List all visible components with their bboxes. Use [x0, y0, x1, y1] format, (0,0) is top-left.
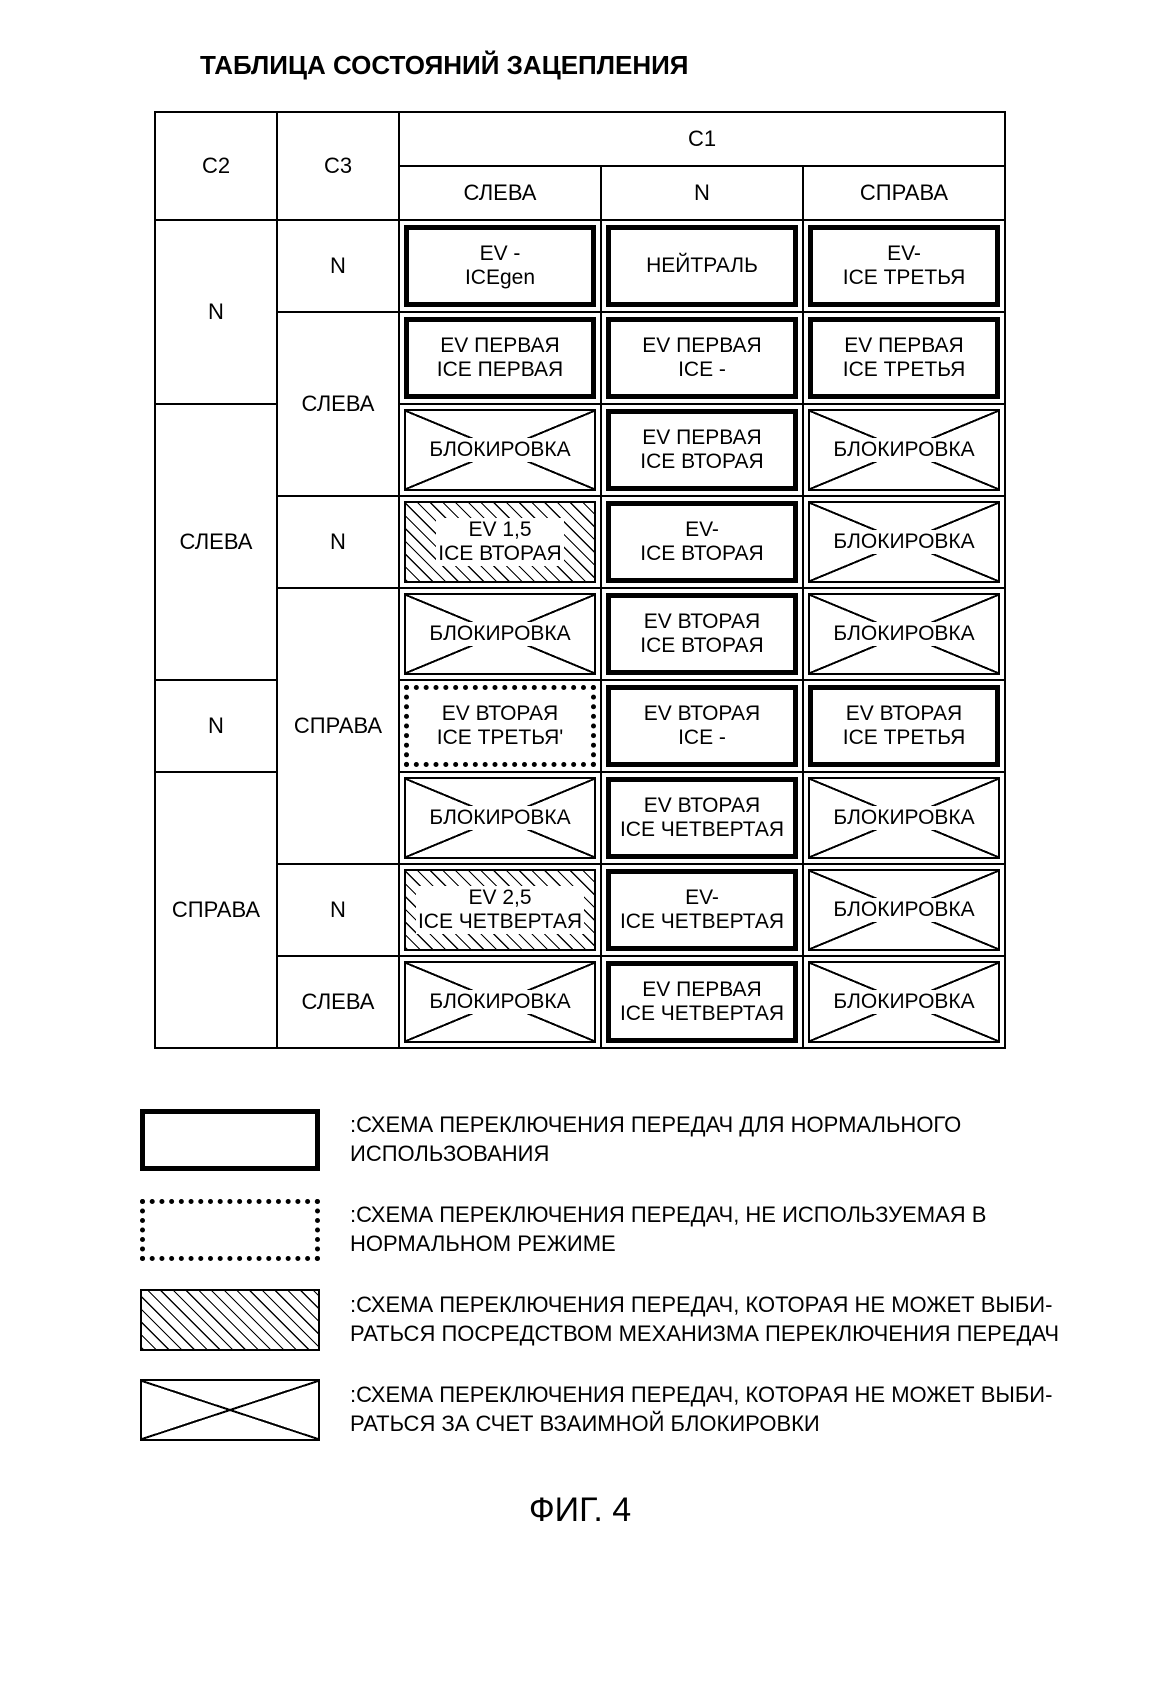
table-row: СЛЕВА БЛОКИРОВКА EV ПЕРВАЯICE ЧЕТВЕРТАЯ …	[155, 956, 1005, 1048]
cell: БЛОКИРОВКА	[399, 772, 601, 864]
legend-text: :СХЕМА ПЕРЕКЛЮЧЕНИЯ ПЕРЕДАЧ, КОТОРАЯ НЕ …	[350, 1381, 1052, 1438]
cell: EV ПЕРВАЯICE ВТОРАЯ	[601, 404, 803, 496]
cell: БЛОКИРОВКА	[803, 956, 1005, 1048]
c3-label: N	[277, 220, 399, 312]
header-right: СПРАВА	[803, 166, 1005, 220]
header-c1: C1	[399, 112, 1005, 166]
cell: EV ВТОРАЯICE ВТОРАЯ	[601, 588, 803, 680]
cell: НЕЙТРАЛЬ	[601, 220, 803, 312]
legend-text: :СХЕМА ПЕРЕКЛЮЧЕНИЯ ПЕРЕДАЧ, НЕ ИСПОЛЬЗУ…	[350, 1201, 1120, 1258]
header-n: N	[601, 166, 803, 220]
header-c2: C2	[155, 112, 277, 220]
cell: БЛОКИРОВКА	[803, 404, 1005, 496]
cell: EV ВТОРАЯICE -	[601, 680, 803, 772]
engagement-table: C2 C3 C1 СЛЕВА N СПРАВА N N EV -ICEgen Н…	[154, 111, 1006, 1049]
cell: БЛОКИРОВКА	[399, 404, 601, 496]
c3-label: N	[277, 496, 399, 588]
cell: БЛОКИРОВКА	[803, 496, 1005, 588]
c2-label: СПРАВА	[155, 772, 277, 1048]
cell: EV ВТОРАЯICE ЧЕТВЕРТАЯ	[601, 772, 803, 864]
legend-row: :СХЕМА ПЕРЕКЛЮЧЕНИЯ ПЕРЕДАЧ, КОТОРАЯ НЕ …	[140, 1379, 1120, 1441]
cell: EV-ICE ТРЕТЬЯ	[803, 220, 1005, 312]
table-row: N N EV -ICEgen НЕЙТРАЛЬ EV-ICE ТРЕТЬЯ	[155, 220, 1005, 312]
legend-swatch-cross	[140, 1379, 320, 1441]
cell: EV ПЕРВАЯICE ПЕРВАЯ	[399, 312, 601, 404]
table-row: N EV 2,5ICE ЧЕТВЕРТАЯ EV-ICE ЧЕТВЕРТАЯ Б…	[155, 864, 1005, 956]
legend-swatch-dotted	[140, 1199, 320, 1261]
cell: EV -ICEgen	[399, 220, 601, 312]
table-row: СЛЕВА EV ПЕРВАЯICE ПЕРВАЯ EV ПЕРВАЯICE -…	[155, 312, 1005, 404]
cell: EV-ICE ВТОРАЯ	[601, 496, 803, 588]
cell: EV 1,5ICE ВТОРАЯ	[399, 496, 601, 588]
legend-text: :СХЕМА ПЕРЕКЛЮЧЕНИЯ ПЕРЕДАЧ ДЛЯ НОРМАЛЬН…	[350, 1111, 1120, 1168]
cell: EV ПЕРВАЯICE ТРЕТЬЯ	[803, 312, 1005, 404]
c3-label: СЛЕВА	[277, 312, 399, 496]
cell: EV ПЕРВАЯICE -	[601, 312, 803, 404]
cell: БЛОКИРОВКА	[803, 864, 1005, 956]
cell: БЛОКИРОВКА	[399, 956, 601, 1048]
cell: БЛОКИРОВКА	[803, 588, 1005, 680]
legend-row: :СХЕМА ПЕРЕКЛЮЧЕНИЯ ПЕРЕДАЧ, НЕ ИСПОЛЬЗУ…	[140, 1199, 1120, 1261]
page-title: ТАБЛИЦА СОСТОЯНИЙ ЗАЦЕПЛЕНИЯ	[200, 50, 1120, 81]
c3-label: СПРАВА	[277, 588, 399, 864]
legend-row: :СХЕМА ПЕРЕКЛЮЧЕНИЯ ПЕРЕДАЧ ДЛЯ НОРМАЛЬН…	[140, 1109, 1120, 1171]
c2-label: СЛЕВА	[155, 404, 277, 680]
legend-swatch-hatch	[140, 1289, 320, 1351]
header-c3: C3	[277, 112, 399, 220]
legend: :СХЕМА ПЕРЕКЛЮЧЕНИЯ ПЕРЕДАЧ ДЛЯ НОРМАЛЬН…	[140, 1109, 1120, 1441]
c3-label: N	[277, 864, 399, 956]
legend-swatch-solid	[140, 1109, 320, 1171]
cell: БЛОКИРОВКА	[399, 588, 601, 680]
c3-label: СЛЕВА	[277, 956, 399, 1048]
header-left: СЛЕВА	[399, 166, 601, 220]
c2-label: N	[155, 220, 277, 404]
figure-label: ФИГ. 4	[40, 1491, 1120, 1530]
legend-text: :СХЕМА ПЕРЕКЛЮЧЕНИЯ ПЕРЕДАЧ, КОТОРАЯ НЕ …	[350, 1291, 1059, 1348]
c2-label: N	[155, 680, 277, 772]
cell: БЛОКИРОВКА	[803, 772, 1005, 864]
cell: EV ВТОРАЯICE ТРЕТЬЯ'	[399, 680, 601, 772]
cell: EV ПЕРВАЯICE ЧЕТВЕРТАЯ	[601, 956, 803, 1048]
cell: EV 2,5ICE ЧЕТВЕРТАЯ	[399, 864, 601, 956]
table-row: СПРАВА БЛОКИРОВКА EV ВТОРАЯICE ВТОРАЯ БЛ…	[155, 588, 1005, 680]
cell: EV ВТОРАЯICE ТРЕТЬЯ	[803, 680, 1005, 772]
cell: EV-ICE ЧЕТВЕРТАЯ	[601, 864, 803, 956]
engagement-table-wrap: C2 C3 C1 СЛЕВА N СПРАВА N N EV -ICEgen Н…	[40, 111, 1120, 1049]
table-row: N EV 1,5ICE ВТОРАЯ EV-ICE ВТОРАЯ БЛОКИРО…	[155, 496, 1005, 588]
legend-row: :СХЕМА ПЕРЕКЛЮЧЕНИЯ ПЕРЕДАЧ, КОТОРАЯ НЕ …	[140, 1289, 1120, 1351]
